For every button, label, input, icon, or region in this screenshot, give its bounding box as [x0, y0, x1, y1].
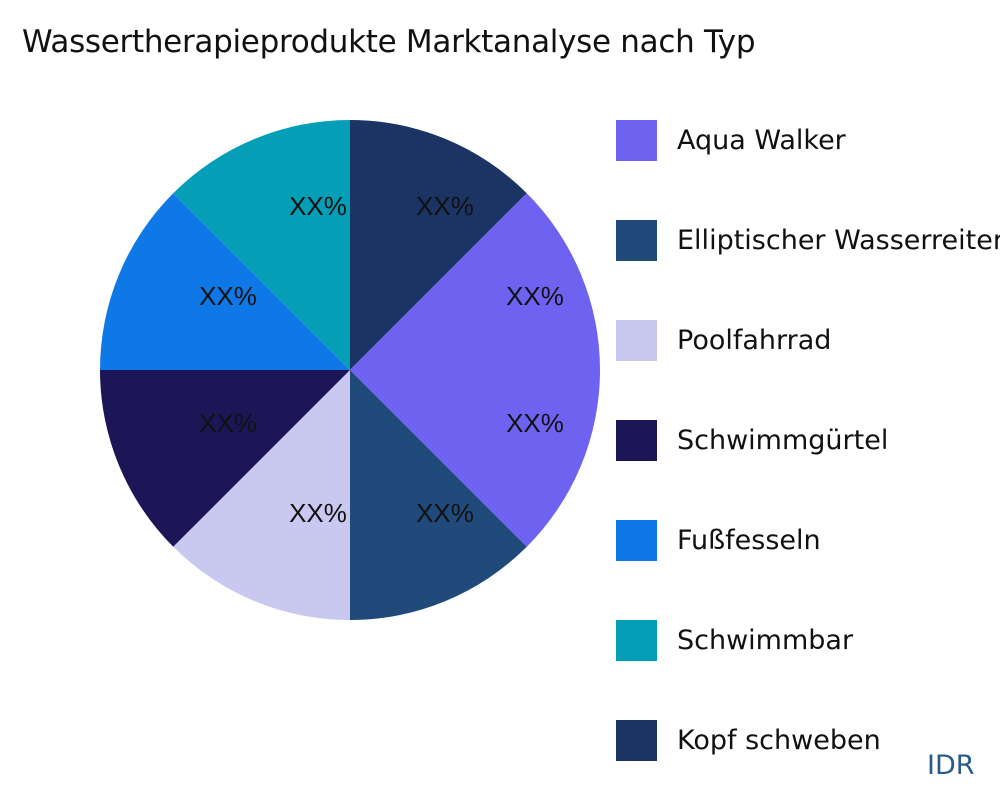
- slice-elliptischer-wasserreiter[interactable]: [350, 370, 527, 620]
- slice-schwimmbar[interactable]: [173, 119, 350, 370]
- slice-label: XX%: [506, 408, 564, 438]
- legend-swatch: [616, 220, 657, 261]
- legend-swatch: [616, 420, 657, 461]
- slice-schwimmguertel[interactable]: [100, 370, 350, 547]
- legend-item-schwimmguertel[interactable]: Schwimmgürtel: [616, 420, 888, 461]
- brand-logo: IDR: [927, 750, 975, 781]
- legend-swatch: [616, 520, 657, 561]
- chart-title: Wassertherapieprodukte Marktanalyse nach…: [22, 24, 756, 60]
- legend-swatch: [616, 120, 657, 161]
- slice-fussfesseln[interactable]: [100, 193, 350, 370]
- legend-label: Schwimmbar: [677, 625, 854, 656]
- legend-label: Aqua Walker: [677, 125, 846, 156]
- slice-label: XX%: [416, 191, 474, 221]
- legend-item-elliptischer-wasserreiter[interactable]: Elliptischer Wasserreiter: [616, 220, 1000, 261]
- legend-swatch: [616, 720, 657, 761]
- legend-item-kopf-schweben[interactable]: Kopf schweben: [616, 720, 881, 761]
- slice-kopf-schweben[interactable]: [350, 120, 527, 370]
- legend-swatch: [616, 620, 657, 661]
- legend-label: Poolfahrrad: [677, 325, 832, 356]
- legend-label: Schwimmgürtel: [677, 425, 889, 456]
- legend-label: Fußfesseln: [677, 525, 821, 556]
- legend-item-fussfesseln[interactable]: Fußfesseln: [616, 520, 821, 561]
- slice-label: XX%: [289, 191, 347, 221]
- legend-item-poolfahrrad[interactable]: Poolfahrrad: [616, 320, 831, 361]
- legend-item-schwimmbar[interactable]: Schwimmbar: [616, 620, 853, 661]
- slice-label: XX%: [416, 498, 474, 528]
- legend-swatch: [616, 320, 657, 361]
- legend-label: Kopf schweben: [677, 725, 881, 756]
- legend-item-aqua-walker[interactable]: Aqua Walker: [616, 120, 846, 161]
- legend-label: Elliptischer Wasserreiter: [677, 225, 1000, 256]
- slice-label: XX%: [506, 281, 564, 311]
- slice-label: XX%: [199, 408, 257, 438]
- slice-label: XX%: [199, 281, 257, 311]
- slice-aqua-walker[interactable]: [350, 193, 601, 547]
- slice-poolfahrrad[interactable]: [173, 370, 350, 620]
- slice-label: XX%: [289, 498, 347, 528]
